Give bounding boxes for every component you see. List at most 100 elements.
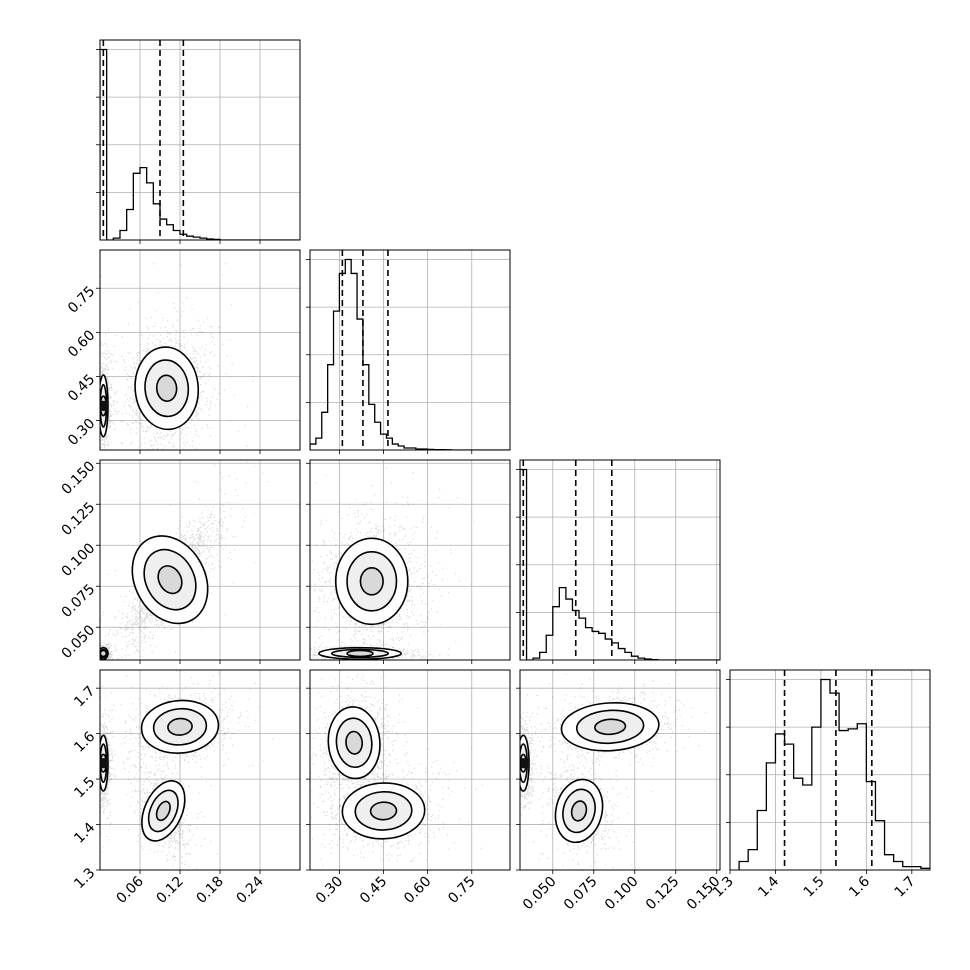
y-tick-label: 0.050 bbox=[59, 622, 99, 662]
hist-panel-3 bbox=[726, 669, 931, 871]
x-tick-label: 0.100 bbox=[602, 874, 642, 914]
x-ticks-1-0 bbox=[139, 450, 261, 454]
hist-grid bbox=[520, 460, 720, 660]
contour-level bbox=[346, 649, 374, 658]
x-tick-label: 0.18 bbox=[193, 874, 226, 907]
y-tick-label: 0.100 bbox=[59, 540, 99, 580]
x-tick-label: 0.12 bbox=[153, 874, 186, 907]
x-tick-label: 0.050 bbox=[520, 874, 560, 914]
panel-frame bbox=[99, 249, 301, 451]
x-axis-3: 1.3 1.4 1.5 1.6 1.7 bbox=[710, 870, 919, 901]
histogram-step bbox=[100, 48, 300, 240]
y-tick-label: 1.6 bbox=[71, 729, 98, 756]
y-tick-label: 1.3 bbox=[71, 865, 98, 892]
hist-grid bbox=[730, 670, 930, 870]
x-tick-label: 1.5 bbox=[801, 874, 828, 901]
scatter-points bbox=[100, 670, 274, 870]
panel-frame bbox=[309, 459, 511, 661]
y-tick-label: 0.30 bbox=[65, 416, 98, 449]
x-tick-label: 0.30 bbox=[313, 874, 346, 907]
pair-grid bbox=[520, 670, 720, 870]
pair-panel-0-1 bbox=[99, 249, 301, 451]
y-tick-label: 0.075 bbox=[59, 581, 99, 621]
x-ticks-1-1 bbox=[339, 450, 473, 454]
contour-level bbox=[345, 730, 364, 755]
contour-level bbox=[594, 718, 627, 736]
contours bbox=[100, 535, 209, 660]
hist-panel-1 bbox=[306, 249, 511, 451]
contour-level bbox=[155, 800, 171, 822]
contours bbox=[318, 537, 409, 660]
contours bbox=[327, 706, 426, 840]
x-axis-2: 0.050 0.075 0.100 0.125 0.150 bbox=[520, 870, 724, 913]
pair-panel-2-3 bbox=[519, 669, 721, 871]
x-tick-label: 1.4 bbox=[755, 873, 782, 900]
pair-grid bbox=[100, 460, 300, 660]
x-ticks-2-1 bbox=[339, 660, 473, 664]
contour-level bbox=[100, 649, 108, 658]
contour-level bbox=[167, 717, 193, 736]
x-ticks-2-2 bbox=[552, 660, 718, 664]
x-axis-1: 0.30 0.45 0.60 0.75 bbox=[313, 870, 479, 907]
panel-frame bbox=[519, 459, 721, 661]
panel-frame bbox=[99, 669, 301, 871]
density-peak bbox=[100, 758, 109, 769]
pair-panel-1-2 bbox=[309, 459, 511, 661]
contours bbox=[520, 702, 660, 844]
contour-level bbox=[157, 565, 183, 595]
scatter-cloud bbox=[520, 693, 540, 843]
y-tick-label: 0.75 bbox=[65, 283, 98, 316]
pair-grid bbox=[310, 460, 510, 660]
hist-grid bbox=[310, 250, 510, 450]
x-tick-label: 0.75 bbox=[445, 874, 478, 907]
hist-panel-2 bbox=[516, 459, 721, 661]
y-tick-label: 0.60 bbox=[65, 327, 98, 360]
contour-level bbox=[570, 800, 588, 822]
histogram-step bbox=[520, 468, 720, 660]
x-tick-label: 1.6 bbox=[846, 873, 873, 900]
contours bbox=[100, 699, 220, 842]
panel-frame bbox=[99, 459, 301, 661]
pair-grid bbox=[100, 250, 300, 450]
y-axis-1: 0.30 0.45 0.60 0.75 bbox=[65, 283, 100, 449]
scatter-cloud bbox=[100, 263, 254, 450]
x-axis-0: 0.06 0.12 0.18 0.24 bbox=[113, 870, 267, 907]
pair-panel-1-3 bbox=[309, 669, 511, 871]
x-tick-label: 0.60 bbox=[401, 874, 434, 907]
y-tick-label: 0.150 bbox=[59, 458, 99, 498]
scatter-cloud bbox=[528, 736, 634, 870]
pair-grid bbox=[100, 670, 300, 870]
density-peak bbox=[520, 758, 529, 769]
x-ticks-2-0 bbox=[139, 660, 261, 664]
panel-frame bbox=[309, 249, 511, 451]
x-tick-label: 0.075 bbox=[561, 874, 601, 914]
contour-level bbox=[155, 374, 178, 402]
pair-panel-0-2 bbox=[99, 459, 301, 661]
x-tick-label: 0.125 bbox=[643, 874, 683, 914]
x-ticks-0-0 bbox=[139, 240, 261, 244]
hist-panel-0 bbox=[96, 39, 301, 241]
x-tick-label: 0.45 bbox=[357, 874, 390, 907]
y-tick-label: 1.5 bbox=[71, 774, 98, 801]
contour-level bbox=[359, 566, 384, 596]
x-tick-label: 0.06 bbox=[113, 873, 146, 906]
scatter-points bbox=[520, 673, 707, 870]
contour-level bbox=[369, 801, 398, 821]
histogram-step bbox=[310, 258, 510, 450]
panel-frame bbox=[519, 669, 721, 871]
panel-frame bbox=[99, 39, 301, 241]
y-tick-label: 0.125 bbox=[59, 499, 99, 539]
panel-frame bbox=[309, 669, 511, 871]
histogram-step bbox=[738, 678, 930, 870]
pair-panel-0-3 bbox=[99, 669, 301, 871]
y-tick-label: 1.4 bbox=[71, 820, 98, 847]
contours bbox=[100, 346, 200, 438]
panel-frame bbox=[729, 669, 931, 871]
y-tick-label: 1.7 bbox=[71, 683, 98, 710]
x-tick-label: 1.7 bbox=[892, 874, 919, 901]
density-peak bbox=[100, 400, 109, 411]
x-tick-label: 0.24 bbox=[233, 873, 266, 906]
scatter-cloud bbox=[311, 467, 475, 660]
y-axis-3: 1.3 1.4 1.5 1.6 1.7 bbox=[71, 683, 520, 892]
